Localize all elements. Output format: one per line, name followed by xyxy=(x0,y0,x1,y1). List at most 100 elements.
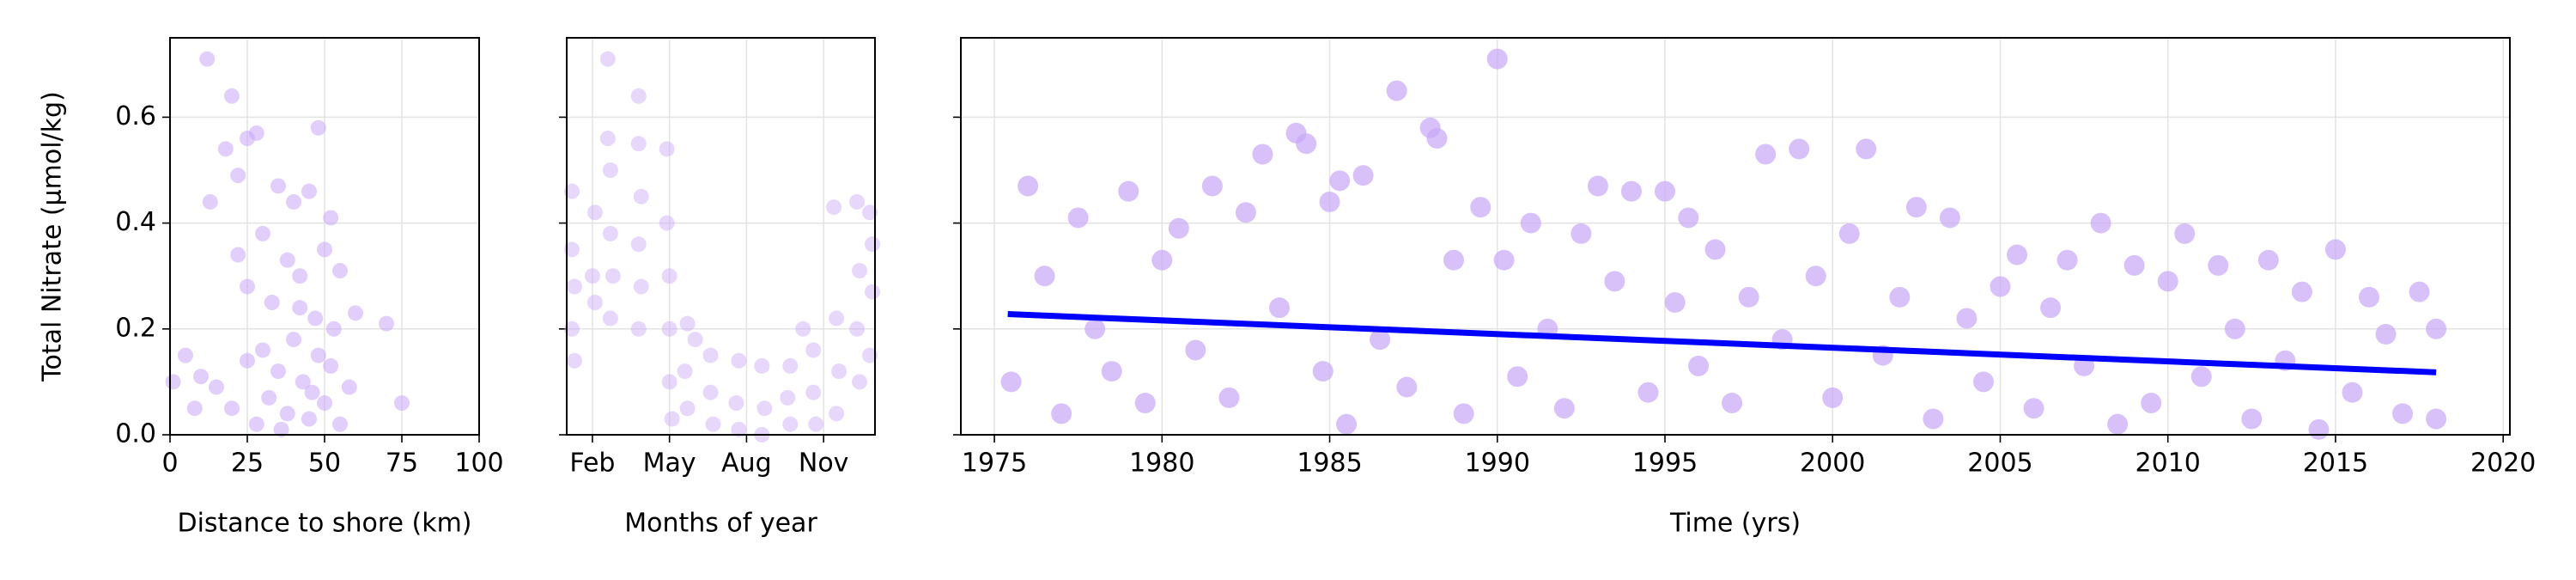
point xyxy=(563,183,580,199)
point xyxy=(1067,207,1089,229)
point xyxy=(261,389,277,406)
point xyxy=(731,421,747,437)
point xyxy=(1319,191,1340,212)
point xyxy=(1704,239,1726,260)
point xyxy=(731,352,747,369)
point xyxy=(659,215,675,231)
point xyxy=(1134,393,1156,414)
panel: Feb May Aug Nov Months of year xyxy=(559,37,881,539)
point xyxy=(702,347,719,363)
point xyxy=(782,357,799,374)
point xyxy=(310,347,326,363)
axes-frame xyxy=(960,37,2511,436)
point xyxy=(1352,165,1374,186)
point xyxy=(1453,403,1474,424)
point xyxy=(2426,408,2447,430)
point xyxy=(1939,207,1960,229)
point xyxy=(295,374,311,390)
point xyxy=(317,395,332,412)
point xyxy=(270,178,286,194)
x-tick-label: May xyxy=(643,449,696,479)
x-tick-label: 100 xyxy=(454,449,503,479)
point xyxy=(702,384,719,400)
x-tick-label: 1990 xyxy=(1465,449,1530,479)
point xyxy=(1571,223,1592,244)
point xyxy=(1370,329,1391,351)
point xyxy=(1520,212,1541,234)
point xyxy=(805,384,822,400)
panel: 1975 1980 1985 1990 1995 2000 2005 2010 2015 2020… xyxy=(953,37,2536,539)
point xyxy=(1620,180,1642,202)
point xyxy=(849,193,866,210)
x-tick-label: 1975 xyxy=(962,449,1027,479)
point xyxy=(2257,249,2279,271)
point xyxy=(255,225,270,241)
point xyxy=(630,236,647,253)
point xyxy=(664,411,680,427)
y-axis-label: Total Nitrate (µmol/kg) xyxy=(38,91,68,382)
point xyxy=(705,416,721,432)
point xyxy=(394,395,410,412)
point xyxy=(240,352,255,369)
point xyxy=(1604,271,1625,292)
point xyxy=(630,321,647,337)
point xyxy=(1507,366,1528,388)
point xyxy=(1151,249,1173,271)
point xyxy=(279,406,295,422)
point xyxy=(659,141,675,157)
point xyxy=(2324,239,2346,260)
x-tick-label: 75 xyxy=(386,449,418,479)
point xyxy=(728,395,744,412)
point xyxy=(1252,143,1273,165)
point xyxy=(1838,223,1860,244)
x-tick-label: 1995 xyxy=(1632,449,1698,479)
point xyxy=(1312,361,1334,382)
point xyxy=(2007,244,2027,266)
point xyxy=(754,357,770,374)
point xyxy=(780,389,796,406)
point xyxy=(2359,286,2379,308)
point xyxy=(348,305,363,321)
point xyxy=(1805,266,1826,287)
x-axis-label: Months of year xyxy=(624,509,817,539)
point xyxy=(2392,403,2414,424)
point xyxy=(279,252,295,268)
point xyxy=(1084,318,1106,339)
y-tick-label: 0.2 xyxy=(115,313,156,343)
y-tick-label: 0.4 xyxy=(115,207,156,237)
point xyxy=(1905,197,1927,218)
point xyxy=(1386,80,1407,101)
point xyxy=(332,263,348,279)
point xyxy=(1185,339,1206,361)
point xyxy=(292,300,308,316)
point xyxy=(1553,398,1575,419)
point xyxy=(1101,361,1122,382)
point xyxy=(1168,217,1189,239)
point xyxy=(255,342,270,358)
x-tick-label: Nov xyxy=(799,449,849,479)
point xyxy=(1856,138,1877,160)
point xyxy=(1470,197,1492,218)
point xyxy=(379,315,394,332)
point xyxy=(323,357,339,374)
point xyxy=(1923,408,1944,430)
point xyxy=(292,268,308,284)
point xyxy=(808,416,824,432)
point xyxy=(317,241,332,258)
y-tick-label: 0.6 xyxy=(115,101,156,131)
point xyxy=(865,284,881,300)
x-tick-label: 0 xyxy=(161,449,178,479)
point xyxy=(566,278,582,295)
x-tick-label: 2000 xyxy=(1800,449,1865,479)
point xyxy=(1587,175,1608,197)
x-tick-label: 2005 xyxy=(1967,449,2032,479)
point xyxy=(323,210,339,226)
point xyxy=(2409,281,2430,302)
point xyxy=(852,263,868,279)
point xyxy=(1118,180,1139,202)
point xyxy=(248,416,264,432)
point xyxy=(1889,286,1911,308)
point xyxy=(829,406,845,422)
point xyxy=(1688,355,1710,376)
axes-frame xyxy=(169,37,480,436)
